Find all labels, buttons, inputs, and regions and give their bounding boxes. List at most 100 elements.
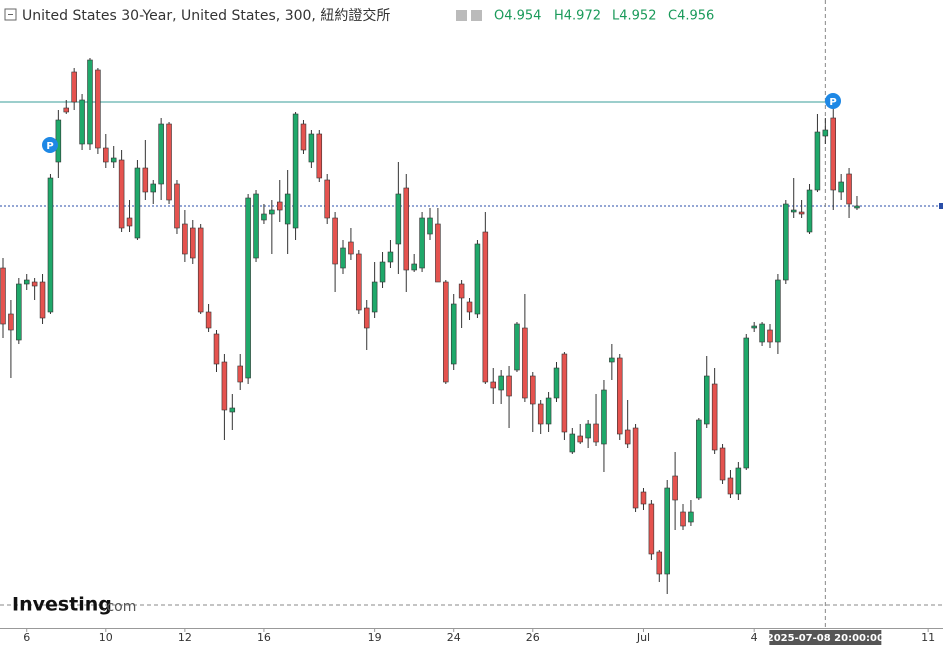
candle-body [537,403,544,425]
candle-body [783,203,789,281]
candle-body [166,123,172,201]
candle-body [324,179,330,219]
candle-body [363,307,370,329]
candle-body [31,281,38,287]
x-tick-label: 24 [447,631,461,644]
candle-body [340,247,346,269]
candle-body [332,217,338,265]
chart-title: United States 30-Year, United States, 30… [22,7,390,24]
ohlc-low: L4.952 [612,9,656,24]
candle-body [854,205,860,209]
candle-body [458,283,465,299]
crosshair-label-bg [769,630,882,645]
crosshair-label: 2025-07-08 20:00:00 [767,633,884,644]
candle-body [411,263,417,271]
candle-body [0,267,6,325]
candle-body [261,213,267,221]
candle-body [158,123,164,185]
candle-body [277,201,283,211]
ohlc-high: H4.972 [554,9,601,24]
x-tick-label: 19 [368,631,382,644]
candle-body [427,217,433,235]
candle-body [371,281,378,313]
candle-body [514,323,520,371]
candle-body [577,435,583,443]
candle-body [134,167,141,239]
candle-body [696,419,702,499]
x-tick-label: 11 [921,631,935,644]
candle-body [126,217,133,227]
collapse-icon[interactable] [4,8,17,21]
candle-body [182,223,188,255]
candle-body [450,303,457,365]
candle-body [838,181,844,193]
candle-body [253,193,259,259]
candle-body [767,329,773,343]
candle-body [846,173,852,205]
candle-body [403,187,410,271]
candle-body [47,177,54,313]
settings-icon[interactable] [471,10,482,21]
candle-body [269,209,275,215]
candle-body [213,333,220,365]
candle-body [110,157,117,163]
candle-body [640,491,647,505]
candle-body [609,357,615,363]
candle-body [569,433,576,453]
candle-body [490,381,496,389]
candle-body [743,337,750,469]
candle-body [822,129,829,137]
candle-body [593,423,599,443]
logo-suffix: .com [102,599,136,615]
candle-body [624,429,631,445]
candle-body [190,227,196,259]
candle-body [617,357,623,435]
marker-badge [42,137,58,153]
candle-body [292,113,299,229]
x-tick-label: 10 [99,631,113,644]
x-tick-label: 12 [178,631,192,644]
candle-body [443,281,449,383]
candle-body [379,261,386,283]
x-tick-label: 16 [257,631,271,644]
candle-body [664,487,670,575]
candle-body [703,375,710,425]
candle-body [205,311,212,329]
candle-body [735,467,742,495]
candle-body [474,243,481,315]
candle-body [71,71,77,103]
candle-body [63,107,70,113]
candle-body [118,159,125,229]
x-tick-label: Jul [636,631,650,644]
candle-body [284,193,291,225]
eye-icon[interactable] [456,10,467,21]
logo: Investing [12,594,112,616]
candle-body [237,365,243,383]
candle-body [498,375,504,391]
candle-body [680,511,686,527]
candle-body [775,279,781,343]
candle-body [814,131,821,191]
candle-body [506,375,512,397]
candle-body [632,427,639,509]
candle-body [601,389,607,445]
candle-body [16,283,22,341]
candle-body [545,397,552,425]
candle-body [197,227,204,313]
marker-label: P [829,97,836,108]
candle-body [229,407,236,413]
last-price-marker [939,203,943,209]
candle-body [798,211,805,215]
candle-body [530,375,536,405]
candle-body [688,511,694,523]
candle-body [395,193,402,245]
candle-body [356,253,362,311]
candle-body [648,503,655,555]
candle-body [727,477,734,495]
candle-body [585,423,591,439]
marker-label: P [46,141,53,152]
candle-body [711,383,718,451]
candle-body [719,447,726,481]
